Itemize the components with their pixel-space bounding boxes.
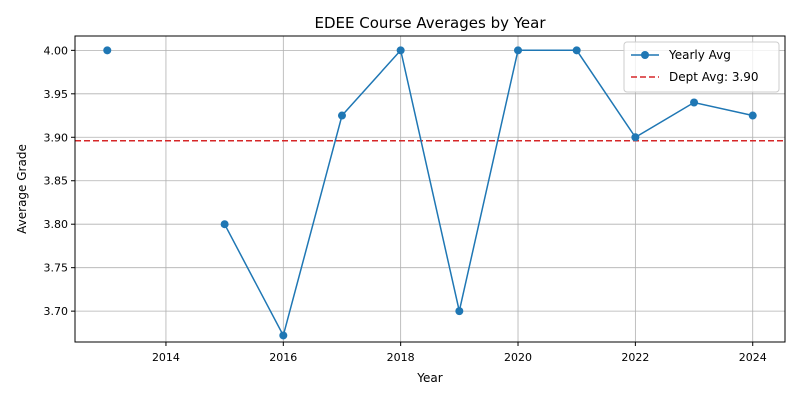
y-axis-label: Average Grade bbox=[15, 144, 29, 234]
data-point bbox=[103, 46, 112, 55]
data-point bbox=[690, 98, 699, 107]
data-point bbox=[514, 46, 523, 55]
series-layer bbox=[103, 46, 757, 340]
plot-area-frame bbox=[74, 35, 786, 343]
data-point bbox=[396, 46, 405, 55]
y-tick-label: 3.75 bbox=[44, 262, 69, 275]
data-point bbox=[337, 111, 346, 120]
x-axis-label: Year bbox=[416, 371, 442, 385]
data-point bbox=[631, 133, 640, 142]
series-line bbox=[223, 48, 753, 338]
y-tick-label: 3.85 bbox=[44, 175, 69, 188]
data-point bbox=[455, 307, 464, 316]
legend-series-label: Yearly Avg bbox=[668, 48, 731, 62]
x-tick-label: 2022 bbox=[621, 351, 649, 364]
chart-title: EDEE Course Averages by Year bbox=[315, 14, 547, 32]
x-tick-label: 2016 bbox=[269, 351, 297, 364]
y-axis: 3.70 3.75 3.80 3.85 3.90 3.95 4.00 bbox=[44, 44, 75, 318]
data-point bbox=[220, 220, 229, 229]
y-tick-label: 3.95 bbox=[44, 88, 69, 101]
x-tick-label: 2014 bbox=[152, 351, 180, 364]
x-tick-label: 2024 bbox=[739, 351, 767, 364]
y-tick-label: 3.80 bbox=[44, 218, 69, 231]
y-tick-label: 4.00 bbox=[44, 44, 69, 57]
y-tick-label: 3.70 bbox=[44, 305, 69, 318]
legend: Yearly Avg Dept Avg: 3.90 bbox=[623, 41, 780, 93]
data-point bbox=[279, 331, 288, 340]
x-tick-label: 2018 bbox=[387, 351, 415, 364]
legend-ref-label: Dept Avg: 3.90 bbox=[669, 70, 759, 84]
legend-series-marker bbox=[641, 51, 649, 59]
x-axis: 2014 2016 2018 2020 2022 2024 bbox=[152, 342, 767, 364]
data-point bbox=[748, 111, 757, 120]
y-tick-label: 3.90 bbox=[44, 131, 69, 144]
x-tick-label: 2020 bbox=[504, 351, 532, 364]
data-point bbox=[572, 46, 581, 55]
legend-box bbox=[623, 41, 780, 93]
